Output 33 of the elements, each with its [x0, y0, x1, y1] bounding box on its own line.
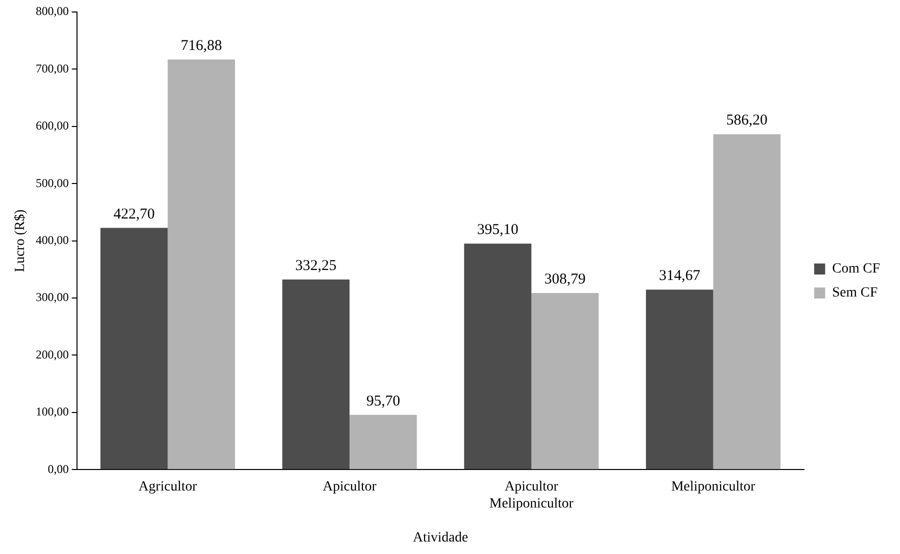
y-tick-label: 0,00 [48, 462, 69, 476]
bar [168, 60, 235, 470]
y-tick-label: 200,00 [36, 347, 69, 362]
data-label: 332,25 [295, 258, 337, 274]
y-tick-label: 600,00 [36, 118, 69, 133]
x-tick-label: Agricultor [138, 480, 198, 495]
x-axis-title: Atividade [412, 530, 468, 546]
data-label: 395,10 [477, 222, 518, 238]
data-label: 308,79 [544, 271, 586, 288]
y-tick-label: 100,00 [36, 404, 69, 419]
legend-label: Sem CF [832, 286, 878, 301]
y-tick-label: 400,00 [36, 232, 69, 247]
legend-label: Com CF [832, 262, 880, 277]
data-label: 716,88 [180, 38, 222, 54]
bar [531, 292, 599, 470]
bar [100, 228, 168, 470]
y-tick-label: 500,00 [36, 176, 69, 190]
x-tick-label: Apicultor Meliponicultor [489, 480, 574, 512]
bar [282, 280, 350, 470]
y-tick-label: 300,00 [36, 290, 69, 304]
bar [350, 414, 417, 470]
y-tick-label: 800,00 [36, 4, 69, 18]
x-tick-label: Meliponicultor [671, 480, 756, 495]
data-label: 422,70 [113, 206, 155, 222]
y-axis-title: Lucro (R$) [13, 209, 28, 272]
data-label: 586,20 [726, 112, 768, 129]
data-label: 314,67 [658, 268, 701, 284]
bar [646, 290, 714, 470]
x-tick-label: Apicultor [322, 480, 377, 495]
bar [713, 134, 781, 470]
data-label: 95,70 [366, 393, 400, 410]
y-tick-label: 700,00 [36, 61, 69, 76]
bar [464, 244, 532, 470]
